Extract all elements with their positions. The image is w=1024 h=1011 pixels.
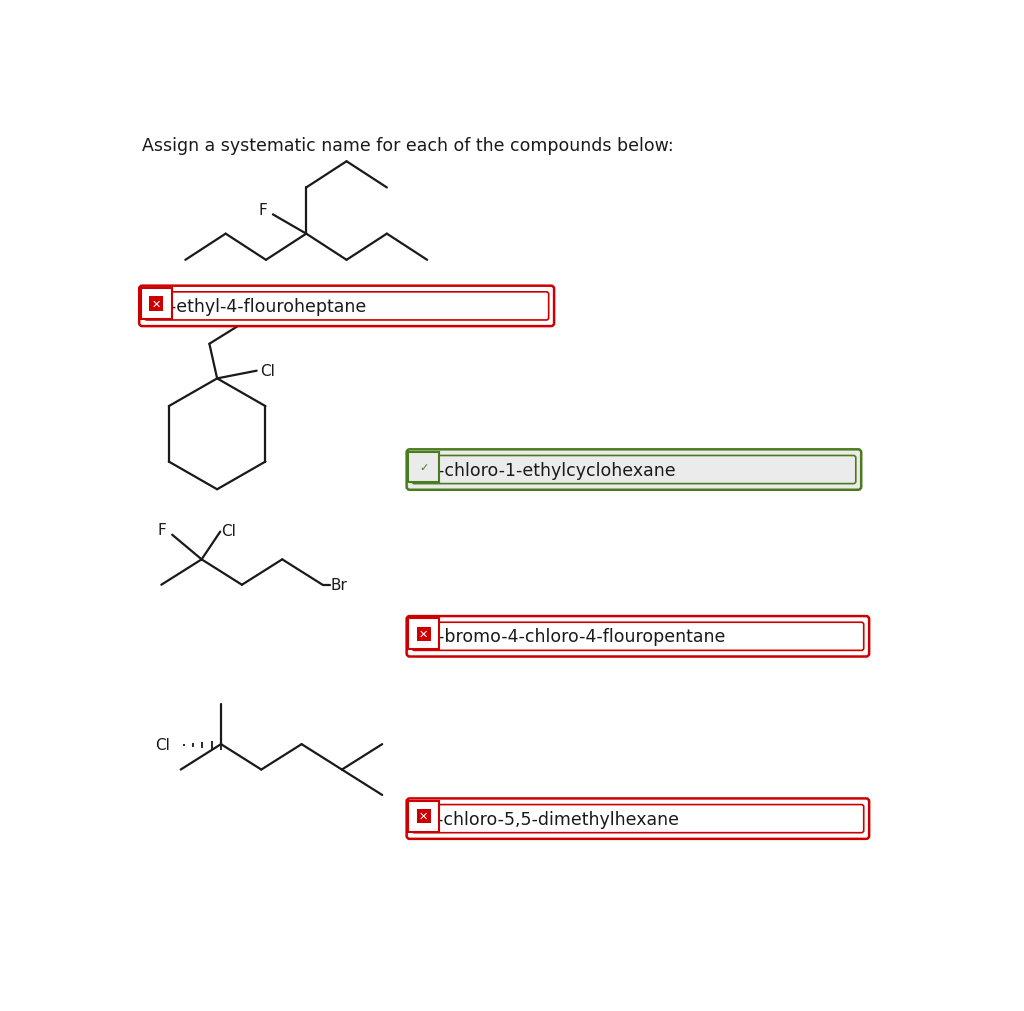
Text: Cl: Cl (260, 364, 274, 379)
Text: 4-ethyl-4-flouroheptane: 4-ethyl-4-flouroheptane (160, 297, 367, 315)
Text: Cl: Cl (155, 737, 170, 752)
Bar (140, 289, 172, 319)
Text: F: F (259, 203, 267, 218)
Bar (409, 452, 439, 483)
FancyBboxPatch shape (139, 286, 554, 327)
FancyBboxPatch shape (407, 799, 869, 839)
Text: ✓: ✓ (419, 463, 428, 472)
Text: ✕: ✕ (152, 299, 161, 309)
Text: F: F (158, 523, 166, 537)
FancyBboxPatch shape (407, 450, 861, 490)
Text: 1-chloro-1-ethylcyclohexane: 1-chloro-1-ethylcyclohexane (427, 461, 676, 479)
FancyBboxPatch shape (412, 623, 863, 651)
Text: Br: Br (331, 577, 347, 592)
Text: 1-bromo-4-chloro-4-flouropentane: 1-bromo-4-chloro-4-flouropentane (427, 628, 725, 646)
Text: Assign a systematic name for each of the compounds below:: Assign a systematic name for each of the… (142, 136, 674, 155)
Bar (409, 801, 439, 832)
Text: ✕: ✕ (419, 812, 428, 821)
FancyBboxPatch shape (407, 617, 869, 657)
Bar (409, 619, 439, 650)
FancyBboxPatch shape (144, 292, 549, 320)
Text: ✕: ✕ (419, 629, 428, 639)
FancyBboxPatch shape (412, 456, 856, 484)
Text: Cl: Cl (221, 523, 236, 538)
FancyBboxPatch shape (412, 805, 863, 833)
Text: 2-chloro-5,5-dimethylhexane: 2-chloro-5,5-dimethylhexane (427, 810, 680, 828)
